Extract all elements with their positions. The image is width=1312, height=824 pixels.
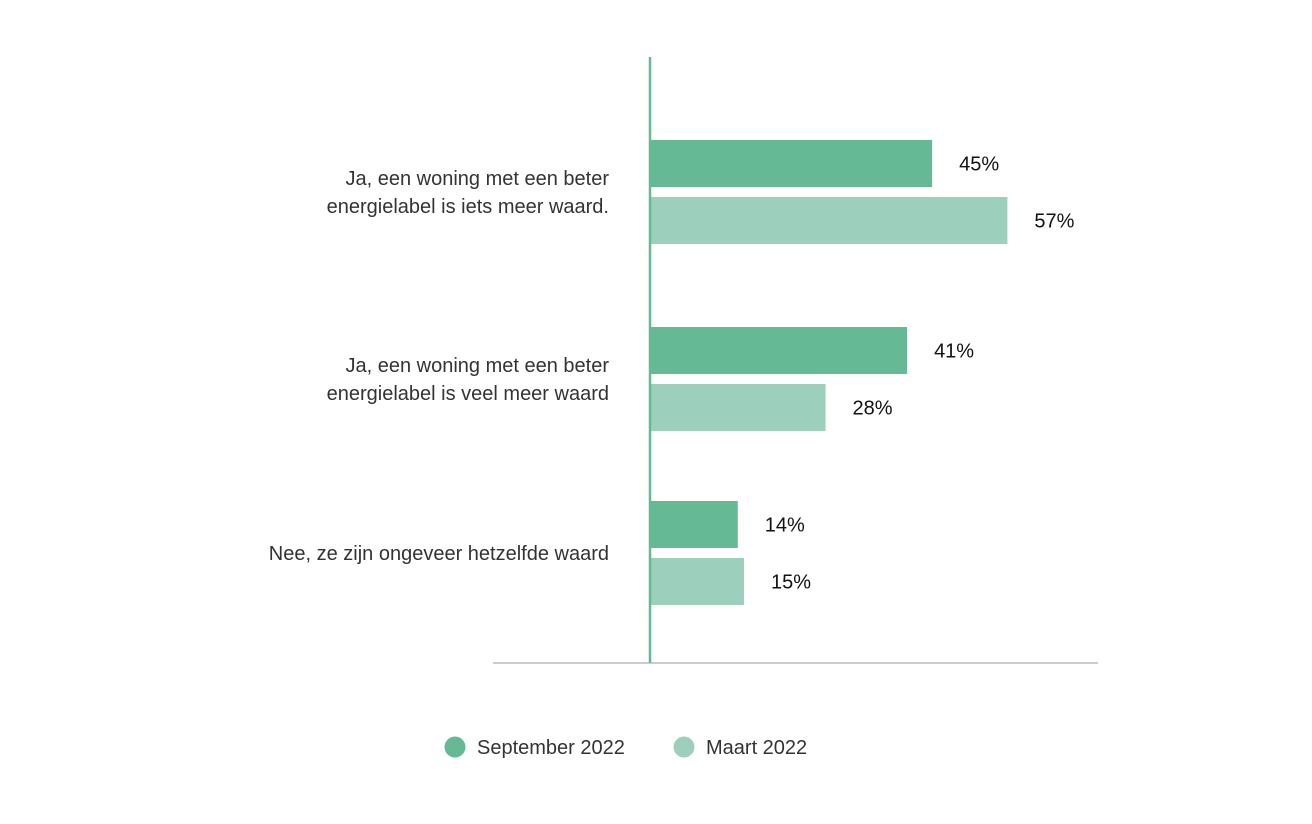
value-label-maart-2022-cat-1: 57% [1034,211,1074,233]
bars-group [650,140,1008,605]
category-label-2-line-2: energielabel is veel meer waard [327,383,609,405]
category-label-3-line-1: Nee, ze zijn ongeveer hetzelfde waard [269,543,609,565]
legend-swatch-september-2022 [444,736,466,758]
value-label-september-2022-cat-1: 45% [959,154,999,176]
legend-swatch-maart-2022 [673,736,695,758]
value-label-maart-2022-cat-3: 15% [771,572,811,594]
bar-maart-2022-cat-3 [650,558,745,605]
bar-maart-2022-cat-1 [650,197,1008,244]
legend-label-maart-2022: Maart 2022 [706,737,807,759]
legend-label-september-2022: September 2022 [477,737,625,759]
category-labels-group: Ja, een woning met een beter energielabel… [269,168,610,565]
value-label-september-2022-cat-2: 41% [934,341,974,363]
category-label-1-line-2: energielabel is iets meer waard. [327,196,609,218]
value-label-maart-2022-cat-2: 28% [853,398,893,420]
value-label-september-2022-cat-3: 14% [765,515,805,537]
bar-maart-2022-cat-2 [650,384,826,431]
bar-september-2022-cat-3 [650,501,738,548]
legend: September 2022 Maart 2022 [444,736,807,759]
value-labels-group: 45% 57% 41% 28% 14% 15% [765,154,1075,594]
category-label-1-line-1: Ja, een woning met een beter [345,168,609,190]
bar-september-2022-cat-2 [650,327,908,374]
category-label-2-line-1: Ja, een woning met een beter [345,355,609,377]
bar-september-2022-cat-1 [650,140,933,187]
